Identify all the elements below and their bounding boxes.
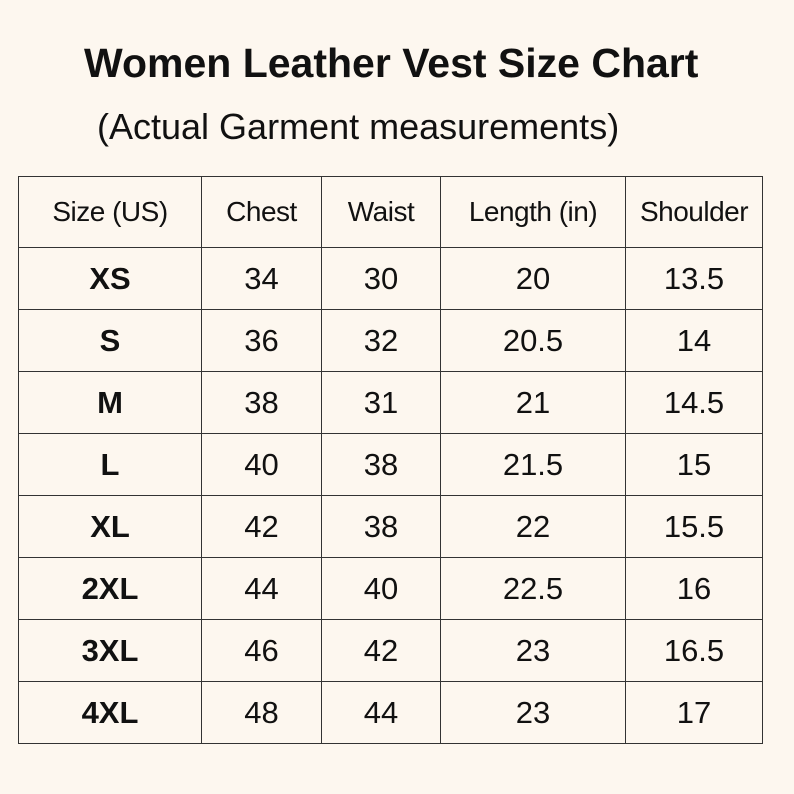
table-row: 2XL 44 40 22.5 16	[18, 557, 763, 620]
measure-cell: 14.5	[625, 371, 763, 434]
measure-cell: 14	[625, 309, 763, 372]
size-table: Size (US) Chest Waist Length (in) Shoulder X…	[18, 176, 763, 744]
measure-cell: 22.5	[440, 557, 626, 620]
table-row: XS 34 30 20 13.5	[18, 247, 763, 310]
measure-cell: 38	[321, 433, 441, 496]
measure-cell: 21	[440, 371, 626, 434]
column-header: Size (US)	[18, 176, 202, 248]
size-cell: L	[18, 433, 202, 496]
measure-cell: 44	[201, 557, 322, 620]
measure-cell: 22	[440, 495, 626, 558]
measure-cell: 31	[321, 371, 441, 434]
measure-cell: 38	[321, 495, 441, 558]
table-row: L 40 38 21.5 15	[18, 433, 763, 496]
measure-cell: 42	[201, 495, 322, 558]
measure-cell: 15	[625, 433, 763, 496]
table-row: XL 42 38 22 15.5	[18, 495, 763, 558]
measure-cell: 48	[201, 681, 322, 744]
measure-cell: 38	[201, 371, 322, 434]
measure-cell: 23	[440, 619, 626, 682]
measure-cell: 20	[440, 247, 626, 310]
measure-cell: 34	[201, 247, 322, 310]
measure-cell: 32	[321, 309, 441, 372]
size-cell: XL	[18, 495, 202, 558]
table-body: XS 34 30 20 13.5 S 36 32 20.5 14 M 38 31 21 14.5 L 40 38 2…	[18, 247, 763, 744]
measure-cell: 40	[321, 557, 441, 620]
measure-cell: 40	[201, 433, 322, 496]
subtitle: (Actual Garment measurements)	[97, 106, 620, 147]
table-row: M 38 31 21 14.5	[18, 371, 763, 434]
measure-cell: 42	[321, 619, 441, 682]
size-cell: S	[18, 309, 202, 372]
table-row: S 36 32 20.5 14	[18, 309, 763, 372]
column-header: Waist	[321, 176, 441, 248]
measure-cell: 23	[440, 681, 626, 744]
size-cell: 3XL	[18, 619, 202, 682]
size-cell: XS	[18, 247, 202, 310]
size-cell: 2XL	[18, 557, 202, 620]
size-cell: 4XL	[18, 681, 202, 744]
table-row: 3XL 46 42 23 16.5	[18, 619, 763, 682]
table-row: 4XL 48 44 23 17	[18, 681, 763, 744]
measure-cell: 17	[625, 681, 763, 744]
column-header: Shoulder	[625, 176, 763, 248]
title: Women Leather Vest Size Chart	[84, 40, 699, 86]
measure-cell: 16.5	[625, 619, 763, 682]
measure-cell: 46	[201, 619, 322, 682]
measure-cell: 20.5	[440, 309, 626, 372]
measure-cell: 13.5	[625, 247, 763, 310]
header-row: Size (US) Chest Waist Length (in) Shoulder	[18, 176, 763, 248]
measure-cell: 44	[321, 681, 441, 744]
measure-cell: 30	[321, 247, 441, 310]
column-header: Chest	[201, 176, 322, 248]
size-cell: M	[18, 371, 202, 434]
measure-cell: 36	[201, 309, 322, 372]
measure-cell: 15.5	[625, 495, 763, 558]
column-header: Length (in)	[440, 176, 626, 248]
measure-cell: 21.5	[440, 433, 626, 496]
measure-cell: 16	[625, 557, 763, 620]
